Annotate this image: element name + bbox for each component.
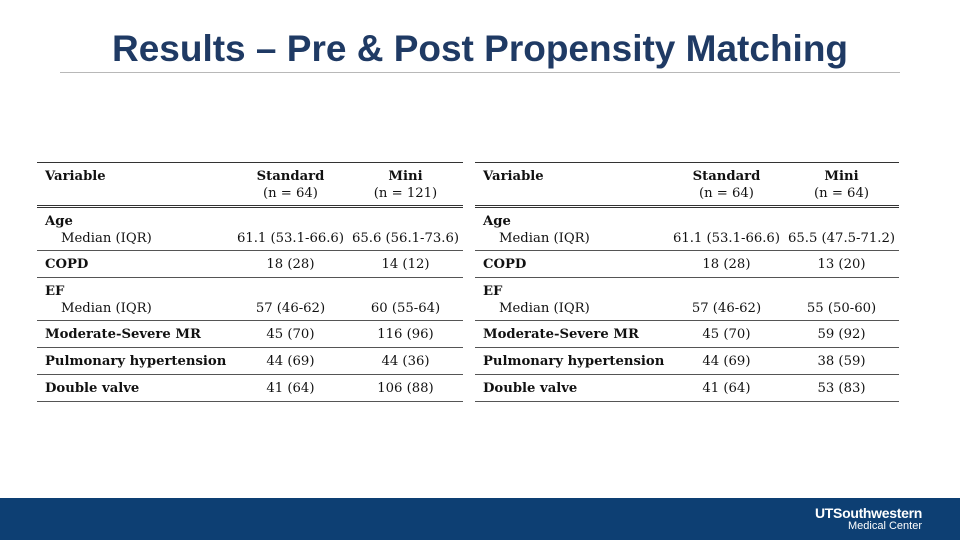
row-label-ef: EF — [45, 284, 65, 299]
row-label-ph: Pulmonary hypertension — [37, 347, 233, 375]
header-standard: Standard — [692, 169, 761, 184]
footer-bar: UTSouthwestern Medical Center — [0, 498, 960, 540]
cell-age-standard: 61.1 (53.1-66.6) — [232, 230, 348, 251]
post-matching-table: Variable Standard Mini (n = 64) (n = 64)… — [475, 162, 899, 402]
cell-double-valve-mini: 53 (83) — [783, 374, 899, 402]
cell-double-valve-standard: 41 (64) — [232, 374, 348, 402]
header-mini-n: (n = 64) — [783, 185, 899, 208]
row-sublabel-age: Median (IQR) — [475, 230, 669, 251]
row-label-age: Age — [45, 214, 73, 229]
cell-ph-mini: 44 (36) — [347, 347, 463, 375]
logo-line-2: Medical Center — [848, 520, 922, 532]
cell-ph-mini: 38 (59) — [783, 347, 899, 375]
header-variable: Variable — [483, 169, 544, 184]
logo-line-1: UTSouthwestern — [814, 505, 922, 521]
cell-double-valve-mini: 106 (88) — [347, 374, 463, 402]
header-variable: Variable — [45, 169, 106, 184]
row-label-ef: EF — [483, 284, 503, 299]
cell-ef-standard: 57 (46-62) — [668, 300, 784, 321]
cell-ef-standard: 57 (46-62) — [232, 300, 348, 321]
cell-copd-mini: 14 (12) — [347, 250, 463, 278]
header-standard-n: (n = 64) — [232, 185, 348, 208]
cell-age-mini: 65.5 (47.5-71.2) — [783, 230, 899, 251]
row-sublabel-age: Median (IQR) — [37, 230, 233, 251]
header-standard: Standard — [256, 169, 325, 184]
cell-ef-mini: 60 (55-64) — [347, 300, 463, 321]
row-sublabel-ef: Median (IQR) — [475, 300, 669, 321]
row-label-age: Age — [483, 214, 511, 229]
cell-copd-mini: 13 (20) — [783, 250, 899, 278]
title-divider — [60, 72, 900, 73]
cell-ph-standard: 44 (69) — [232, 347, 348, 375]
slide-title: Results – Pre & Post Propensity Matching — [111, 28, 849, 69]
row-label-mr: Moderate-Severe MR — [475, 320, 669, 348]
cell-mr-mini: 59 (92) — [783, 320, 899, 348]
row-label-copd: COPD — [475, 250, 669, 278]
header-mini: Mini — [824, 169, 859, 184]
cell-ef-mini: 55 (50-60) — [783, 300, 899, 321]
row-sublabel-ef: Median (IQR) — [37, 300, 233, 321]
cell-ph-standard: 44 (69) — [668, 347, 784, 375]
cell-double-valve-standard: 41 (64) — [668, 374, 784, 402]
row-label-double-valve: Double valve — [475, 374, 669, 402]
cell-copd-standard: 18 (28) — [232, 250, 348, 278]
row-label-double-valve: Double valve — [37, 374, 233, 402]
pre-matching-table: Variable Standard Mini (n = 64) (n = 121… — [37, 162, 463, 402]
ut-southwestern-logo: UTSouthwestern Medical Center — [815, 506, 922, 532]
cell-mr-mini: 116 (96) — [347, 320, 463, 348]
cell-copd-standard: 18 (28) — [668, 250, 784, 278]
cell-mr-standard: 45 (70) — [232, 320, 348, 348]
cell-mr-standard: 45 (70) — [668, 320, 784, 348]
cell-age-mini: 65.6 (56.1-73.6) — [347, 230, 463, 251]
header-mini-n: (n = 121) — [347, 185, 463, 208]
header-standard-n: (n = 64) — [668, 185, 784, 208]
row-label-copd: COPD — [37, 250, 233, 278]
header-mini: Mini — [388, 169, 423, 184]
row-label-mr: Moderate-Severe MR — [37, 320, 233, 348]
cell-age-standard: 61.1 (53.1-66.6) — [668, 230, 784, 251]
row-label-ph: Pulmonary hypertension — [475, 347, 669, 375]
